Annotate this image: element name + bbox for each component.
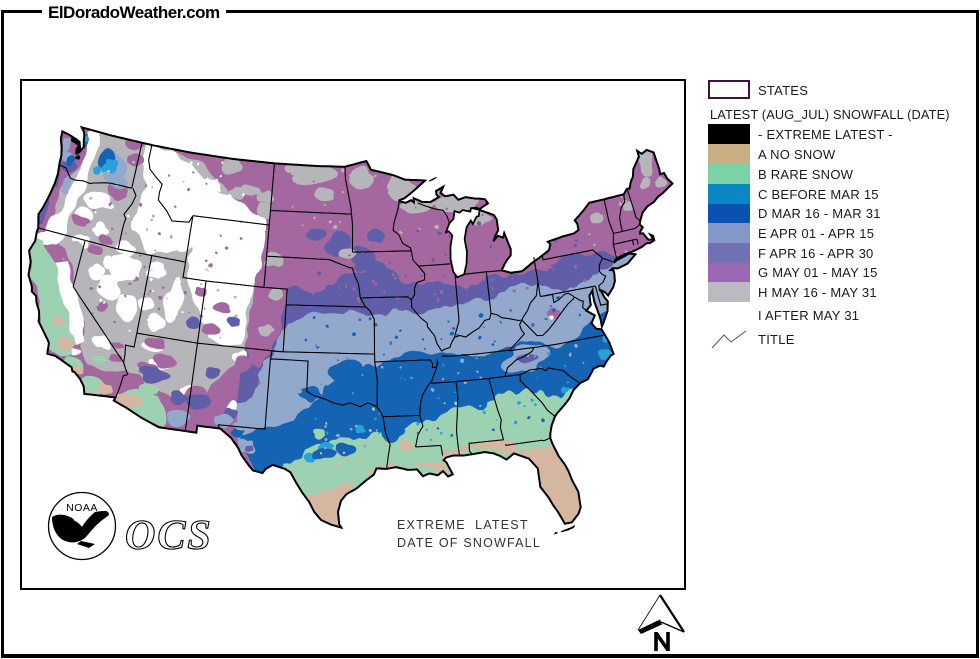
svg-text:NOAA: NOAA — [66, 502, 98, 514]
